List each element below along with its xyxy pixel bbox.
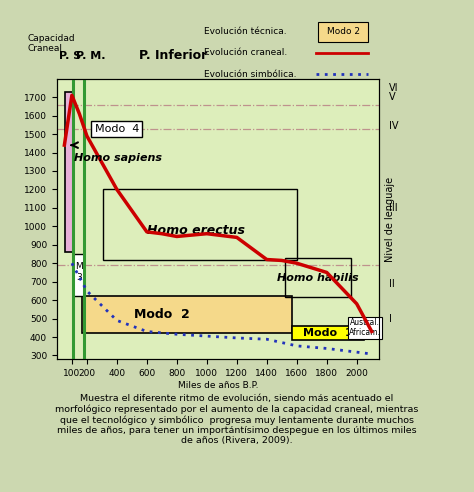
Text: Modo  1: Modo 1 — [303, 328, 353, 338]
Bar — [82, 296, 292, 334]
Text: Evolución simbólica.: Evolución simbólica. — [204, 70, 297, 79]
Text: Homo sapiens: Homo sapiens — [74, 153, 162, 163]
Text: Muestra el diferente ritmo de evolución, siendo más acentuado el
morfológico rep: Muestra el diferente ritmo de evolución,… — [55, 394, 419, 445]
Text: Capacidad
Craneal: Capacidad Craneal — [28, 34, 75, 54]
Text: P. Inferior: P. Inferior — [139, 49, 207, 62]
Bar — [292, 326, 364, 340]
Text: Modo  2: Modo 2 — [134, 308, 190, 321]
Text: Homo erectus: Homo erectus — [147, 223, 245, 237]
Text: Austral.
Africam.: Austral. Africam. — [349, 318, 381, 338]
Bar — [103, 189, 297, 260]
Y-axis label: Nivel de lenguaje: Nivel de lenguaje — [385, 176, 395, 262]
Text: II: II — [389, 278, 395, 288]
Bar — [318, 22, 368, 42]
Bar — [64, 92, 73, 252]
Bar — [73, 254, 84, 296]
Text: IV: IV — [389, 121, 398, 131]
Text: M
3: M 3 — [75, 262, 82, 282]
Text: Modo 2: Modo 2 — [327, 27, 360, 36]
Text: VI: VI — [389, 83, 398, 93]
Text: P. M.: P. M. — [76, 51, 106, 61]
Bar — [285, 258, 351, 297]
Text: III: III — [389, 203, 398, 213]
Text: Homo habilis: Homo habilis — [277, 273, 358, 282]
Text: I: I — [389, 314, 392, 325]
X-axis label: Miles de años B.P.: Miles de años B.P. — [178, 381, 258, 390]
Text: P. S: P. S — [59, 51, 81, 61]
Text: V: V — [389, 92, 395, 102]
Text: Evolución técnica.: Evolución técnica. — [204, 27, 287, 36]
Text: Modo  4: Modo 4 — [95, 124, 139, 134]
Text: Evolución craneal.: Evolución craneal. — [204, 48, 288, 58]
